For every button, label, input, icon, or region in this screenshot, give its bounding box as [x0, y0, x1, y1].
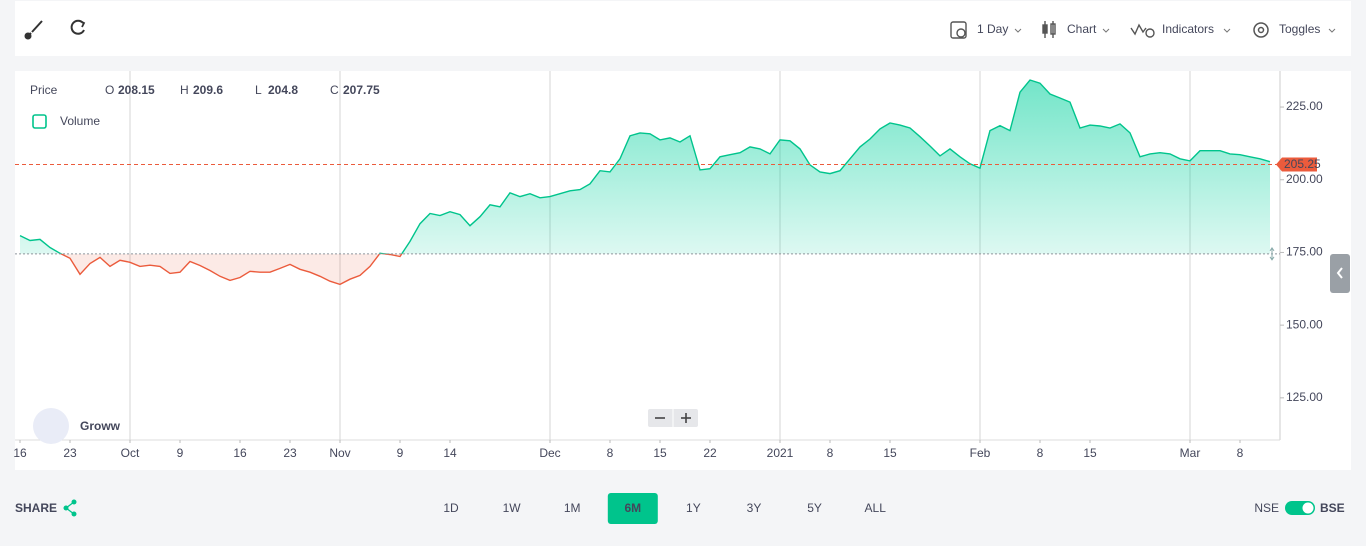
- last-price-tag: [1276, 157, 1317, 172]
- ohlc-label: O: [105, 83, 114, 97]
- range-active-bg: [607, 493, 658, 524]
- x-tick-label: 16: [233, 446, 247, 460]
- range-button[interactable]: 3Y: [747, 501, 762, 515]
- x-tick-label: 8: [827, 446, 834, 460]
- x-tick-label: 15: [1083, 446, 1097, 460]
- share-button[interactable]: SHARE: [15, 501, 57, 515]
- series-name: Price: [30, 83, 58, 97]
- y-tick-label: 150.00: [1286, 317, 1323, 331]
- ohlc-label: H: [180, 83, 189, 97]
- x-tick-label: 8: [1237, 446, 1244, 460]
- x-tick-label: 8: [1037, 446, 1044, 460]
- exchange-left[interactable]: NSE: [1254, 501, 1279, 515]
- range-button[interactable]: 1W: [503, 501, 522, 515]
- x-tick-label: 8: [607, 446, 614, 460]
- indicators-menu[interactable]: Indicators: [1162, 22, 1214, 36]
- settings-icon[interactable]: [1253, 22, 1269, 38]
- watermark: Groww: [80, 419, 121, 433]
- range-button[interactable]: 6M: [624, 501, 641, 515]
- exchange-right[interactable]: BSE: [1320, 501, 1345, 515]
- x-tick-label: 16: [13, 446, 27, 460]
- x-tick-label: 23: [63, 446, 77, 460]
- x-tick-label: Feb: [970, 446, 991, 460]
- last-price-label: 205.25: [1284, 157, 1321, 171]
- range-button[interactable]: 1D: [443, 501, 459, 515]
- reference-handle: [1269, 246, 1275, 261]
- toggle-knob: [1302, 502, 1314, 514]
- y-tick-label: 175.00: [1286, 245, 1323, 259]
- x-tick-label: Dec: [539, 446, 560, 460]
- ohlc-value: 209.6: [193, 83, 223, 97]
- x-tick-label: Mar: [1180, 446, 1201, 460]
- x-tick-label: 15: [653, 446, 667, 460]
- price-line-up: [19, 79, 1271, 254]
- ohlc-value: 207.75: [343, 83, 380, 97]
- plot: 125.00 150.00 175.00 200.00 225.00 16 23 Oct 9 16…: [13, 71, 1323, 460]
- chevrons: [1014, 28, 1336, 33]
- chart-icon[interactable]: [1042, 21, 1056, 38]
- interval-menu[interactable]: 1 Day: [977, 22, 1008, 36]
- x-tick-label: 15: [883, 446, 897, 460]
- y-tick-label: 225.00: [1286, 99, 1323, 113]
- x-tick-label: Oct: [121, 446, 140, 460]
- refresh-icon[interactable]: [70, 19, 86, 35]
- watermark-logo: [33, 408, 69, 444]
- volume-label[interactable]: Volume: [60, 114, 100, 128]
- indicators-icon[interactable]: [1130, 23, 1155, 38]
- chart-menu[interactable]: Chart: [1067, 22, 1097, 36]
- y-tick-label: 125.00: [1286, 390, 1323, 404]
- ohlc-value: 204.8: [268, 83, 298, 97]
- toggles-menu[interactable]: Toggles: [1279, 22, 1320, 36]
- area-fill-up: [20, 80, 1270, 254]
- footer: SHARE 1D 1W 1M 6M 1Y 3Y 5Y ALL NSE BSE: [15, 493, 1345, 524]
- area-fill-down: [20, 253, 1270, 285]
- side-panel-toggle[interactable]: [1330, 254, 1350, 293]
- ohlc-value: 208.15: [118, 83, 155, 97]
- x-tick-label: 14: [443, 446, 457, 460]
- ohlc-label: L: [255, 83, 262, 97]
- range-button[interactable]: ALL: [865, 501, 887, 515]
- ohlc-label: C: [330, 83, 339, 97]
- x-tick-label: Nov: [329, 446, 350, 460]
- x-tick-label: 22: [703, 446, 717, 460]
- x-tick-label: 9: [397, 446, 404, 460]
- share-icon[interactable]: [63, 499, 77, 517]
- x-tick-label: 9: [177, 446, 184, 460]
- range-button[interactable]: 1Y: [686, 501, 701, 515]
- y-tick-label: 200.00: [1286, 172, 1323, 186]
- x-tick-label: 2021: [767, 446, 794, 460]
- price-line-down: [59, 253, 403, 286]
- zoom-controls[interactable]: [648, 409, 698, 427]
- range-button[interactable]: 5Y: [807, 501, 822, 515]
- interval-icon[interactable]: [950, 21, 967, 39]
- toolbar: [15, 1, 1351, 56]
- range-button[interactable]: 1M: [564, 501, 581, 515]
- volume-checkbox[interactable]: [32, 114, 47, 129]
- brush-icon[interactable]: [24, 20, 43, 40]
- x-tick-label: 23: [283, 446, 297, 460]
